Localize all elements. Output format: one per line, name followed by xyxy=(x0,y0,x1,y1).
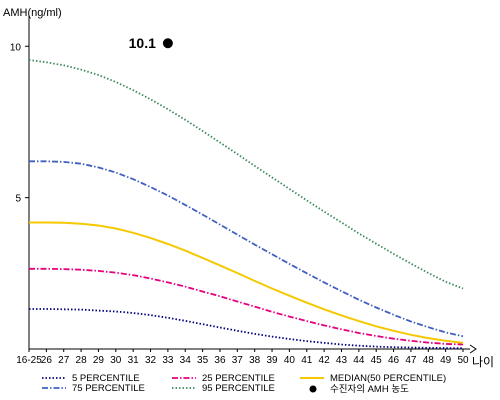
x-tick-label: 27 xyxy=(58,355,70,366)
patient-value-label: 10.1 xyxy=(129,35,156,51)
x-tick-label: 33 xyxy=(162,355,174,366)
y-ticks: 5 10 xyxy=(10,42,29,205)
x-tick-label: 32 xyxy=(145,355,157,366)
x-tick-label: 48 xyxy=(423,355,435,366)
y-tick-label: 10 xyxy=(10,42,22,53)
series-line xyxy=(29,160,464,338)
x-tick-label: 29 xyxy=(93,355,105,366)
x-tick-label: 36 xyxy=(214,355,226,366)
x-tick-label: 49 xyxy=(440,355,452,366)
x-tick-label: 46 xyxy=(388,355,400,366)
legend: 5 PERCENTILE 25 PERCENTILE MEDIAN(50 PERCE… xyxy=(42,373,446,395)
series-line xyxy=(28,59,464,290)
series-line xyxy=(29,221,464,344)
legend-label: 95 PERCENTILE xyxy=(202,383,275,394)
legend-label: MEDIAN(50 PERCENTILE) xyxy=(330,373,446,384)
x-tick-label: 35 xyxy=(197,355,209,366)
x-tick-label: 34 xyxy=(180,355,192,366)
x-tick-label: 26 xyxy=(41,355,53,366)
x-tick-label: 41 xyxy=(301,355,313,366)
legend-patient-dot xyxy=(309,385,317,393)
x-tick-label: 45 xyxy=(371,355,383,366)
legend-patient-label: 수진자의 AMH 농도 xyxy=(330,384,409,395)
series-line xyxy=(29,267,464,346)
x-tick-label: 38 xyxy=(249,355,261,366)
patient-layer: 10.1 xyxy=(129,35,173,51)
legend-label: 5 PERCENTILE xyxy=(72,373,140,384)
y-tick-label: 5 xyxy=(15,194,21,205)
series-line xyxy=(29,308,463,349)
x-tick-label: 44 xyxy=(353,355,365,366)
x-tick-label: 30 xyxy=(110,355,122,366)
x-tick-label: 40 xyxy=(284,355,296,366)
x-tick-label: 42 xyxy=(319,355,331,366)
patient-point xyxy=(162,38,173,49)
x-tick-label: 37 xyxy=(232,355,244,366)
x-tick-label: 31 xyxy=(128,355,140,366)
x-tick-label: 16-25 xyxy=(16,355,42,366)
legend-label: 25 PERCENTILE xyxy=(202,373,275,384)
x-axis-title: 나이 xyxy=(472,355,494,369)
series-layer xyxy=(28,59,464,349)
x-tick-label: 28 xyxy=(76,355,88,366)
x-tick-label: 39 xyxy=(266,355,278,366)
x-tick-label: 43 xyxy=(336,355,348,366)
y-axis-title: AMH(ng/ml) xyxy=(3,7,62,19)
legend-label: 75 PERCENTILE xyxy=(72,383,145,394)
x-tick-label: 50 xyxy=(457,355,469,366)
x-axis-arrow xyxy=(469,344,477,354)
x-tick-label: 47 xyxy=(405,355,417,366)
x-ticks: 16-25 26 27 28 29 30 31 32 33 34 35 36 37 38 39 40 41 42 4… xyxy=(16,349,469,366)
